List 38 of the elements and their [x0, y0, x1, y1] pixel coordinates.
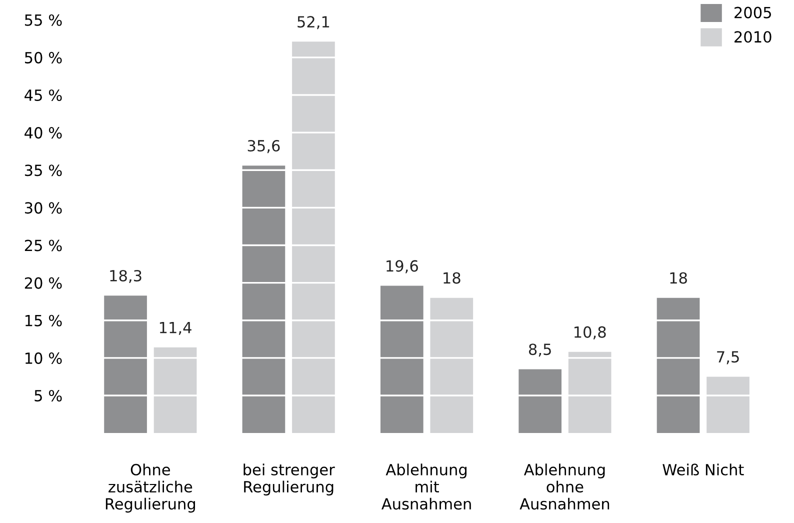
y-tick-label: 5 %: [34, 390, 62, 402]
data-label: 35,6: [248, 140, 280, 154]
bar: [380, 286, 424, 434]
data-label: 7,5: [717, 351, 739, 364]
legend-label: 2005: [734, 6, 771, 18]
y-tick-label: 55 %: [24, 14, 62, 26]
data-label: 18: [444, 272, 460, 284]
data-label: 19,6: [386, 260, 418, 274]
y-tick-label: 25 %: [24, 240, 62, 252]
x-tick-label: Ablehnung mit Ausnahmen: [382, 464, 471, 510]
x-tick-label: bei strenger Regulierung: [244, 464, 335, 496]
data-label: 18,3: [110, 270, 142, 284]
data-label: 18: [670, 272, 687, 284]
y-tick-label: 50 %: [24, 52, 62, 64]
bar: [568, 352, 612, 434]
bar: [154, 347, 197, 434]
data-label: 52,1: [298, 16, 330, 30]
y-tick-label: 20 %: [24, 277, 62, 289]
y-tick-label: 45 %: [24, 89, 62, 102]
bar: [518, 369, 562, 434]
x-tick-label: Weiß Nicht: [662, 464, 744, 476]
legend-label: 2010: [734, 31, 772, 43]
y-tick-label: 40 %: [24, 127, 62, 139]
bar: [430, 298, 474, 434]
data-label: 11,4: [160, 322, 192, 335]
x-tick-label: Ohne zusätzliche Regulierung: [106, 464, 195, 513]
x-tick-label: Ablehnung ohne Ausnahmen: [520, 464, 610, 510]
bar: [706, 376, 750, 434]
data-label: 8,5: [528, 344, 551, 357]
bar: [104, 296, 147, 434]
y-tick-label: 10 %: [25, 352, 62, 364]
data-label: 10,8: [574, 326, 606, 340]
y-tick-label: 15 %: [25, 314, 62, 326]
y-tick-label: 30 %: [24, 202, 62, 214]
y-tick-label: 35 %: [24, 164, 62, 176]
bar: [242, 166, 286, 434]
bar: [656, 298, 700, 434]
bar: [292, 42, 335, 434]
